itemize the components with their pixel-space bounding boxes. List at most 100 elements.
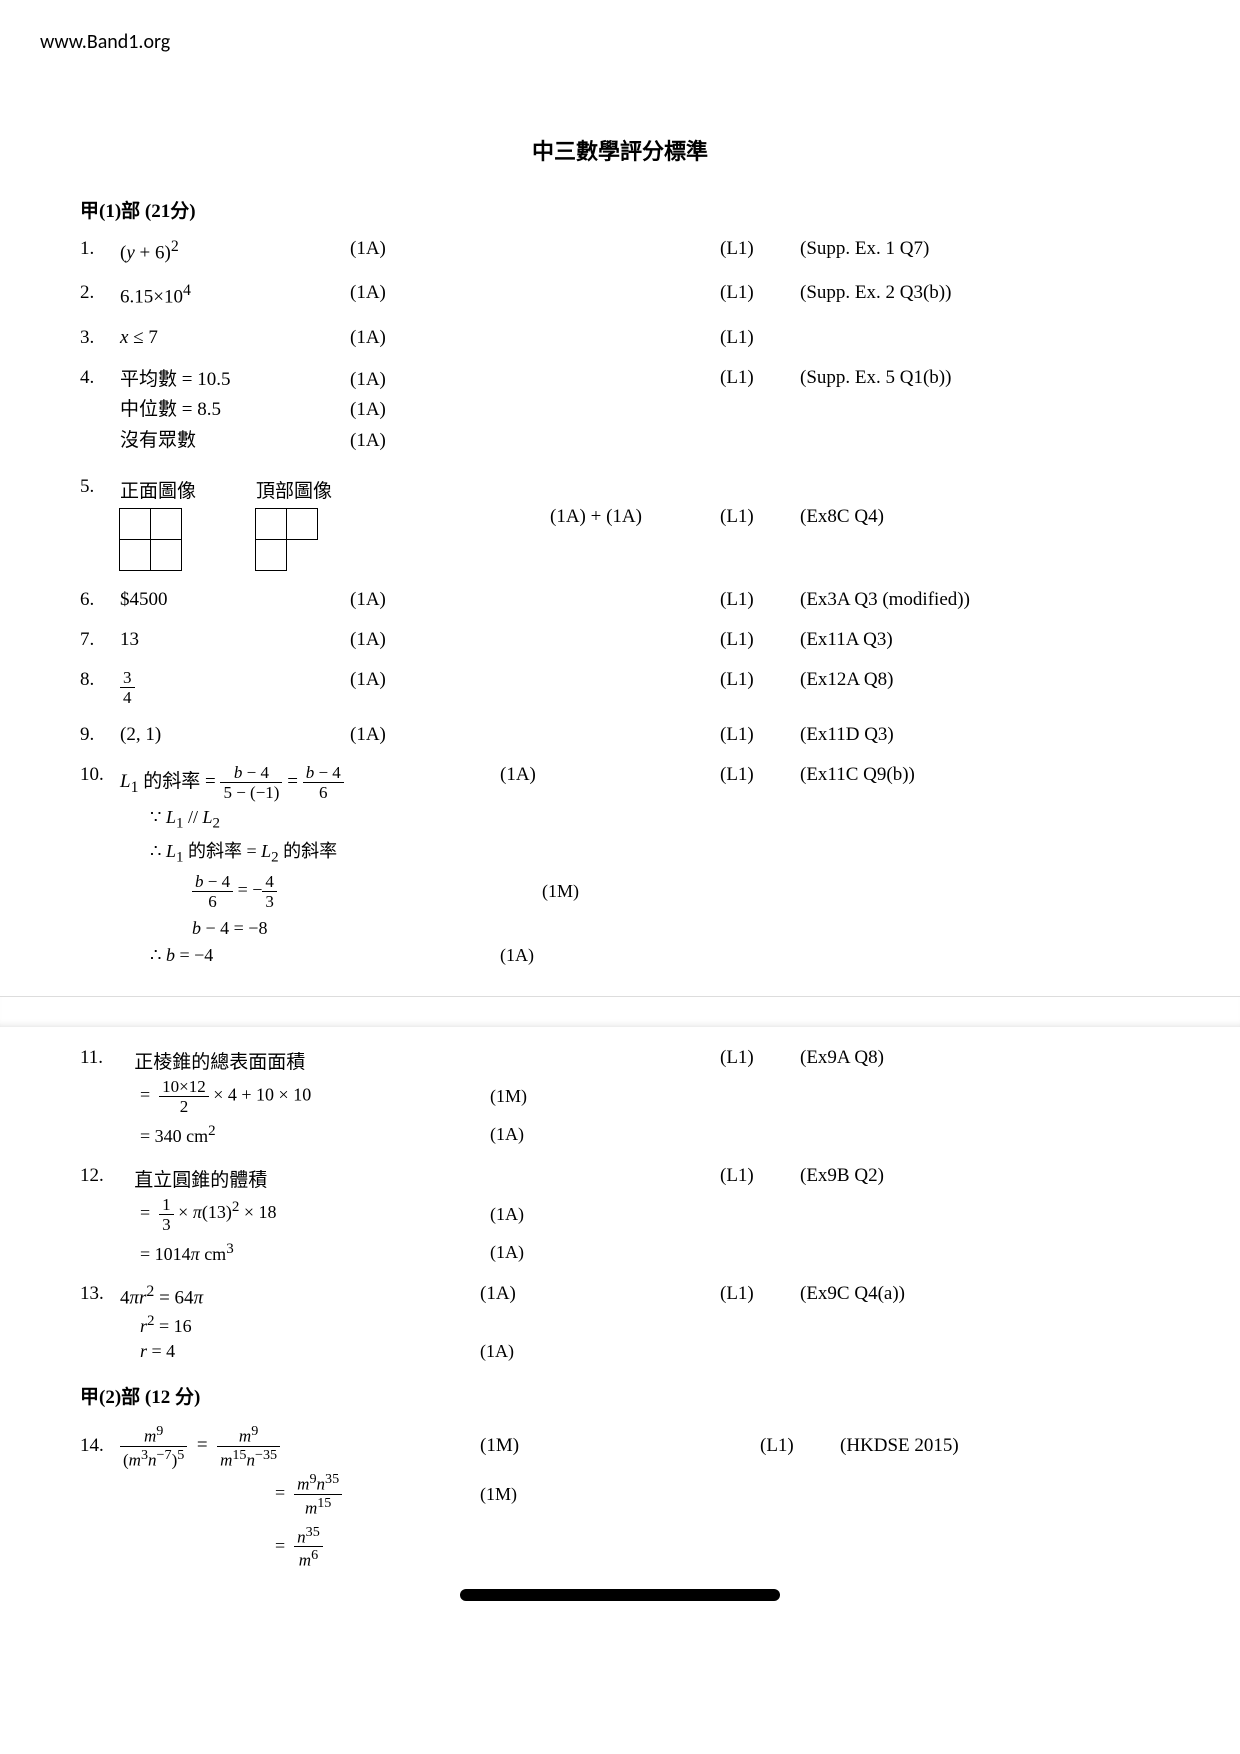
q2-mark: (1A) (350, 282, 550, 304)
q1-ref: (Supp. Ex. 1 Q7) (800, 238, 1160, 260)
q1-mark: (1A) (350, 238, 550, 260)
q10-row: 10. L1 的斜率 = b − 4 5 − (−1) = b − 4 6 (1… (80, 764, 1160, 801)
q6-row: 6. $4500 (1A) (L1) (Ex3A Q3 (modified)) (80, 589, 1160, 611)
q10-mark1: (1A) (500, 764, 720, 786)
q2-level: (L1) (720, 282, 800, 304)
q6-mark: (1A) (350, 589, 550, 611)
q2-row: 2. 6.15×104 (1A) (L1) (Supp. Ex. 2 Q3(b)… (80, 282, 1160, 308)
q8-row: 8. 3 4 (1A) (L1) (Ex12A Q8) (80, 669, 1160, 706)
q14-ref: (HKDSE 2015) (840, 1435, 1160, 1457)
q10-line3: ∴ L1 的斜率 = L2 的斜率 (150, 837, 1160, 867)
q12-row: 12. 直立圓錐的體積 (L1) (Ex9B Q2) (80, 1165, 1160, 1192)
section-2-head: 甲(2)部 (12 分) (80, 1382, 1160, 1409)
q5-level: (L1) (720, 476, 800, 528)
q13-row: 13. 4πr2 = 64π (1A) (L1) (Ex9C Q4(a)) (80, 1283, 1160, 1309)
q13-mark3: (1A) (480, 1341, 600, 1362)
q10-line4: b − 4 6 = − 4 3 (150, 873, 542, 910)
q13-ref: (Ex9C Q4(a)) (800, 1283, 1160, 1305)
q4-level: (L1) (720, 367, 800, 389)
q12-level: (L1) (720, 1165, 800, 1187)
q8-frac-num: 3 (120, 669, 135, 688)
bottom-handle-bar (460, 1589, 780, 1601)
q12-ref: (Ex9B Q2) (800, 1165, 1160, 1187)
q4-row: 4. 平均數 = 10.5 中位數 = 8.5 沒有眾數 (1A) (1A) (… (80, 367, 1160, 459)
q1-row: 1. (y + 6)2 (1A) (L1) (Supp. Ex. 1 Q7) (80, 238, 1160, 264)
q8-level: (L1) (720, 669, 800, 691)
q11-result: = 340 cm2 (140, 1123, 490, 1147)
q8-mark: (1A) (350, 669, 550, 691)
q9-level: (L1) (720, 724, 800, 746)
q7-ans: 13 (120, 629, 350, 651)
q9-num: 9. (80, 724, 120, 746)
q4-line-2: 中位數 = 8.5 (120, 397, 350, 424)
q10-line1: L1 的斜率 = b − 4 5 − (−1) = b − 4 6 (120, 764, 500, 801)
q12-mark1: (1A) (490, 1204, 610, 1225)
q13-line2: r2 = 16 (140, 1313, 1160, 1337)
q8-ref: (Ex12A Q8) (800, 669, 1160, 691)
q10-level: (L1) (720, 764, 800, 786)
q8-frac-den: 4 (120, 688, 135, 706)
q13-line1: 4πr2 = 64π (120, 1283, 480, 1309)
q10-line2: ∵ L1 // L2 (150, 807, 1160, 833)
q2-num: 2. (80, 282, 120, 304)
q4-mark-1: (1A) (350, 367, 550, 394)
q14-line3: = n35 m6 (275, 1525, 1160, 1569)
q10-num: 10. (80, 764, 120, 786)
q9-mark: (1A) (350, 724, 550, 746)
q5-top-grid (256, 509, 318, 571)
q4-mark-3: (1A) (350, 428, 550, 455)
q5-num: 5. (80, 476, 120, 498)
q1-level: (L1) (720, 238, 800, 260)
q5-top-label: 頂部圖像 (256, 476, 332, 503)
q4-marks: (1A) (1A) (1A) (350, 367, 550, 459)
q4-ref: (Supp. Ex. 5 Q1(b)) (800, 367, 1160, 389)
q11-row: 11. 正棱錐的總表面面積 (L1) (Ex9A Q8) (80, 1047, 1160, 1074)
q7-level: (L1) (720, 629, 800, 651)
q3-level: (L1) (720, 327, 800, 349)
q4-num: 4. (80, 367, 120, 389)
q14-mark1: (1M) (480, 1435, 760, 1457)
q10-line5: b − 4 = −8 (150, 918, 1160, 939)
q12-num: 12. (80, 1165, 120, 1187)
q14-row: 14. m9 (m3n−7)5 = m9 m15n−35 (1M) (L1) (… (80, 1424, 1160, 1468)
q1-ans: (y + 6)2 (120, 238, 350, 264)
q5-mark: (1A) + (1A) (550, 476, 720, 528)
q9-ref: (Ex11D Q3) (800, 724, 1160, 746)
q13-level: (L1) (720, 1283, 800, 1305)
q10-mark3: (1A) (500, 945, 620, 966)
q11-title: 正棱錐的總表面面積 (120, 1047, 720, 1074)
q11-level: (L1) (720, 1047, 800, 1069)
q11-mark2: (1A) (490, 1124, 610, 1145)
q2-ref: (Supp. Ex. 2 Q3(b)) (800, 282, 1160, 304)
q11-mark1: (1M) (490, 1086, 610, 1107)
q11-ref: (Ex9A Q8) (800, 1047, 1160, 1069)
q3-ans: x ≤ 7 (120, 327, 350, 349)
q3-mark: (1A) (350, 327, 550, 349)
q9-row: 9. (2, 1) (1A) (L1) (Ex11D Q3) (80, 724, 1160, 746)
q10-line6: ∴ b = −4 (150, 945, 500, 966)
header-url: www.Band1.org (40, 30, 1160, 54)
q14-line1: m9 (m3n−7)5 = m9 m15n−35 (120, 1424, 480, 1468)
q13-num: 13. (80, 1283, 120, 1305)
q9-ans: (2, 1) (120, 724, 350, 746)
q3-num: 3. (80, 327, 120, 349)
q6-level: (L1) (720, 589, 800, 611)
q4-mark-2: (1A) (350, 397, 550, 424)
q4-line-3: 沒有眾數 (120, 428, 350, 455)
q14-level: (L1) (760, 1435, 840, 1457)
q10-mark2: (1M) (542, 881, 662, 902)
q13-line3: r = 4 (140, 1341, 480, 1362)
q6-ans: $4500 (120, 589, 350, 611)
q12-result: = 1014π cm3 (140, 1241, 490, 1265)
section-1-head: 甲(1)部 (21分) (80, 196, 1160, 223)
q14-num: 14. (80, 1435, 120, 1457)
q14-mark2: (1M) (480, 1484, 600, 1505)
q3-row: 3. x ≤ 7 (1A) (L1) (80, 327, 1160, 349)
page-separator (0, 996, 1240, 1027)
q12-title: 直立圓錐的體積 (120, 1165, 720, 1192)
q1-num: 1. (80, 238, 120, 260)
q6-ref: (Ex3A Q3 (modified)) (800, 589, 1160, 611)
q5-row: 5. 正面圖像 頂部圖像 (1A) + (1A) (L1) (Ex8C Q4) (80, 476, 1160, 571)
q13-mark1: (1A) (480, 1283, 720, 1305)
q8-num: 8. (80, 669, 120, 691)
